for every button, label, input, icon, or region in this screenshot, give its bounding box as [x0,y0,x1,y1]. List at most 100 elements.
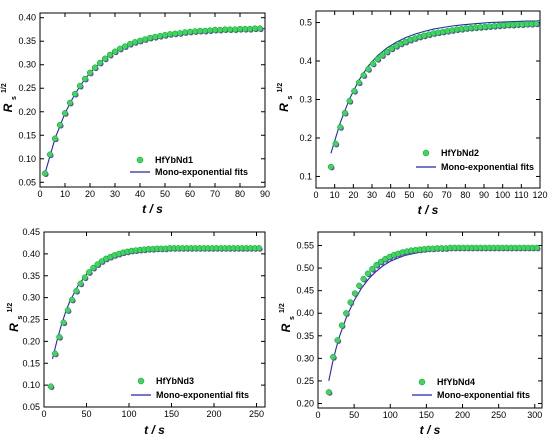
x-tick-label: 250 [491,410,506,420]
data-point [51,135,59,142]
data-point [201,27,209,34]
data-point [347,299,354,306]
data-point [111,48,119,55]
data-point [181,29,189,36]
y-tick-label: 0.25 [18,83,36,93]
y-tick-label: 0.10 [22,380,40,390]
y-axis-label-sub: s [17,316,24,320]
x-tick-label: 70 [210,189,220,199]
x-tick-label: 50 [160,189,170,199]
y-axis-label-sub: s [11,96,18,100]
data-point [121,43,129,50]
x-tick-label: 60 [423,190,433,200]
y-axis-label-sub: s [289,316,296,320]
x-tick-label: 10 [60,189,70,199]
data-point [56,333,63,341]
plot-frame [39,12,266,188]
data-point [73,288,80,295]
data-point [52,350,59,357]
y-tick-label: 0.45 [296,286,314,296]
data-point [86,69,94,76]
legend-marker [422,149,430,157]
y-axis-label-sup: 1/2 [279,303,286,313]
data-point [61,110,69,117]
x-tick-label: 50 [404,190,414,200]
legend-label: HfYbNd3 [156,376,194,386]
x-tick-label: 10 [330,190,340,200]
data-point [369,265,376,273]
x-tick-label: 0 [37,189,42,199]
y-axis-label-main: R [1,103,15,112]
data-point [246,25,254,33]
x-tick-label: 110 [514,190,528,200]
y-tick-label: 0.15 [22,358,40,368]
data-point [136,37,144,44]
data-point [334,337,341,344]
data-point [533,20,540,27]
data-point [141,36,149,43]
x-tick-label: 80 [235,189,245,199]
data-point [360,72,367,79]
data-point [171,30,179,37]
data-point [379,52,386,59]
x-tick-label: 150 [419,410,434,420]
data-point [116,45,124,52]
x-tick-label: 0 [41,409,46,419]
y-tick-label: 0.1 [299,171,312,181]
y-tick-label: 0.3 [299,95,312,105]
data-point [364,270,371,277]
x-axis-label: t / s [418,203,439,217]
x-tick-label: 50 [81,409,91,419]
data-point [365,66,372,73]
legend-label: Mono-exponential fits [437,390,530,400]
x-tick-label: 200 [206,409,221,419]
y-axis-label-sup: 1/2 [7,303,14,313]
data-point [131,39,139,46]
y-tick-label: 0.5 [299,18,312,28]
data-point [374,56,381,63]
data-point [377,258,384,265]
data-point [325,389,332,396]
legend-marker [136,156,144,164]
data-point [373,261,380,268]
y-tick-label: 0.35 [22,271,40,281]
data-point [41,170,49,177]
x-tick-label: 80 [460,190,470,200]
x-tick-label: 30 [367,190,377,200]
y-tick-label: 0.25 [22,315,40,325]
y-tick-label: 0.35 [18,36,36,46]
legend-label: Mono-exponential fits [156,390,249,400]
data-point [206,27,214,34]
legend-label: HfYbNd1 [155,155,193,165]
x-tick-label: 100 [383,410,398,420]
y-axis-label-main: R [279,323,293,332]
data-point [86,269,93,276]
data-point [47,383,54,390]
x-tick-label: 30 [110,189,120,199]
data-point [101,55,109,62]
y-tick-label: 0.20 [18,107,36,117]
data-point [77,280,84,287]
x-tick-label: 20 [348,190,358,200]
data-point [64,307,71,314]
legend-label: HfYbNd2 [441,148,479,158]
data-point [360,275,367,282]
chart-panel-4: 0 50 100 150 200 250 300 0.20 0.25 0.30 0.35 0.40 0.… [279,231,543,437]
data-point [106,51,114,58]
data-point [256,245,263,252]
data-point [56,121,64,128]
data-point [356,282,363,289]
data-point [96,59,104,66]
y-axis-label: Rs1/2 [1,83,18,112]
legend-label: HfYbNd4 [437,377,475,387]
legend-label: Mono-exponential fits [441,162,534,172]
data-point [146,34,154,41]
data-point [81,75,89,82]
y-tick-label: 0.10 [18,154,36,164]
y-tick-label: 0.20 [296,398,314,408]
data-point [533,244,540,251]
data-point [351,290,358,297]
x-tick-label: 200 [455,410,470,420]
y-tick-label: 0.35 [296,331,314,341]
y-tick-label: 0.40 [18,13,36,23]
